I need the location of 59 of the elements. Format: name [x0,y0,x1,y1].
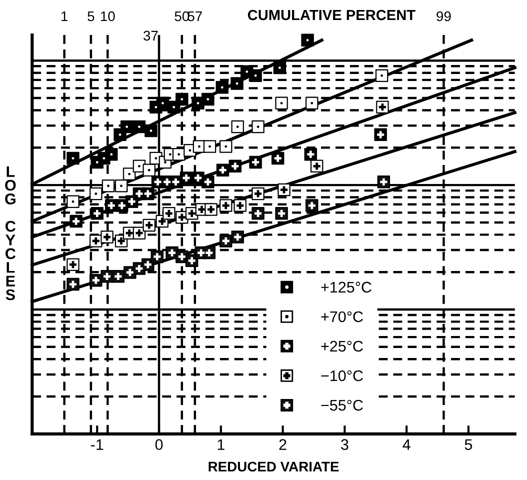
point [202,176,214,188]
text: 50 [174,11,190,22]
point [162,207,176,220]
point [301,34,314,47]
point [275,207,288,220]
x-axis-title: REDUCED VARIATE [208,462,339,472]
point [66,152,80,165]
point [132,226,146,240]
point [375,69,388,82]
point [172,148,186,161]
point [176,92,188,106]
point [219,140,232,153]
text: 1 [62,11,68,22]
point [132,120,146,134]
point [142,218,156,232]
text: CUMULATIVE PERCENT [248,10,416,20]
point [66,195,80,208]
x-tick-label: 0 [155,439,163,450]
legend-label: −10°C [321,370,363,382]
legend-label: +70°C [321,311,363,322]
x-tick-label: -1 [91,439,104,450]
point [252,187,264,200]
point [230,77,244,90]
text: 99 [436,11,451,22]
x-tick-label: 4 [402,439,410,450]
point [376,100,389,114]
point [278,183,290,196]
x-tick-label: 3 [341,439,348,450]
point [144,124,158,138]
point [203,140,216,153]
point [249,69,262,82]
legend-label: +125°C [321,282,372,293]
point [252,120,264,134]
point [275,96,288,110]
annotation: 37 [143,30,158,41]
legend-label: −55°C [321,400,363,411]
x-tick-label: 2 [279,439,286,450]
point [306,96,318,110]
point [90,187,102,200]
point [204,203,218,216]
point [105,148,118,161]
point [142,164,156,176]
point [219,199,232,212]
point [231,120,244,134]
text: 5 [88,11,94,22]
point [273,61,286,74]
point [202,92,214,106]
point [252,207,264,220]
legend-label: +25°C [321,340,363,352]
x-tick-label: 1 [218,439,224,450]
point [102,179,115,192]
text: 10 [100,11,115,22]
x-tick-label: 5 [464,439,472,450]
point [120,120,134,134]
point [114,179,128,192]
point [100,230,114,244]
text: LOG CYCLES [5,166,16,300]
point [216,81,229,94]
point [185,207,198,220]
